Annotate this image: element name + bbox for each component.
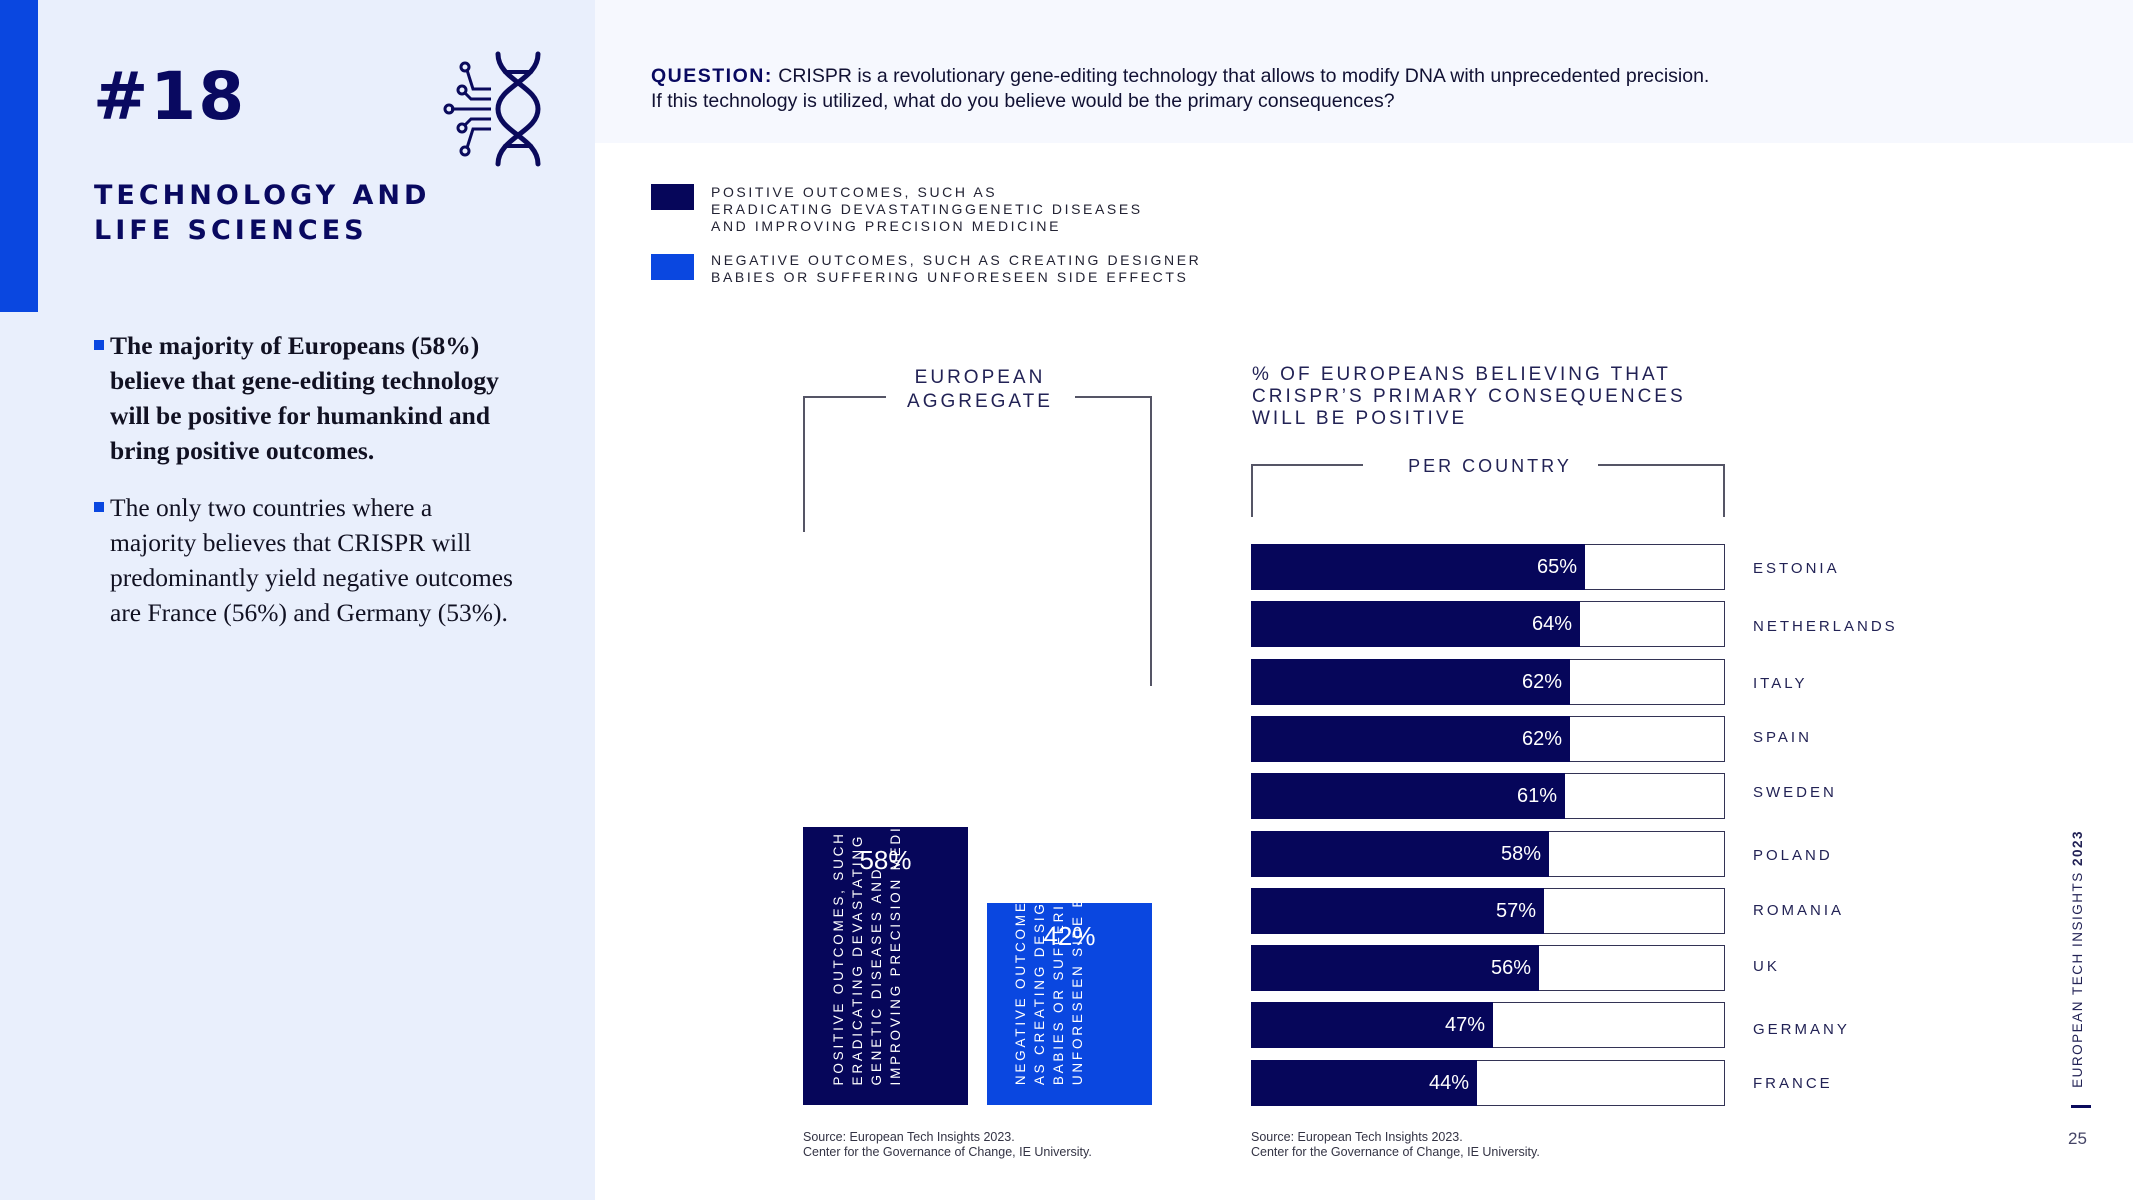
country-bar-fill <box>1251 945 1539 991</box>
bar-value-label: 58% <box>859 845 912 875</box>
bracket-line <box>803 396 886 398</box>
country-label: ESTONIA <box>1753 560 1840 577</box>
bracket-line <box>1251 464 1363 466</box>
legend-label-line: ERADICATING DEVASTATINGGENETIC DISEASES <box>711 201 1143 217</box>
bar-category-label: POSITIVE OUTCOMES, SUCH AS ERADICATING D… <box>831 781 903 1085</box>
source-line: Center for the Governance of Change, IE … <box>1251 1145 1540 1159</box>
bar-negative-outcomes: 42% NEGATIVE OUTCOMES, SUCH AS CREATING … <box>987 826 1152 1105</box>
country-bar-fill <box>1251 888 1544 934</box>
country-label: ROMANIA <box>1753 902 1845 919</box>
finding-bullet: The only two countries where a majority … <box>94 490 514 630</box>
country-title-line: % OF EUROPEANS BELIEVING THAT <box>1252 364 1671 385</box>
country-bar-fill <box>1251 601 1580 647</box>
insight-number: #18 <box>93 58 247 135</box>
country-bar-row: 62% <box>1251 716 1725 762</box>
country-bar-row: 47% <box>1251 1002 1725 1048</box>
country-bar-value: 61% <box>1516 785 1557 807</box>
finding-bullet: The majority of Europeans (58%) believe … <box>94 328 514 468</box>
country-bar-fill <box>1251 716 1570 762</box>
country-bar-row: 44% <box>1251 1060 1725 1106</box>
aggregate-title-line: AGGREGATE <box>907 391 1053 412</box>
country-bar-row: 56% <box>1251 945 1725 991</box>
country-bar-row: 64% <box>1251 601 1725 647</box>
footer-year: 2023 <box>2070 830 2085 867</box>
aggregate-chart-title: EUROPEAN AGGREGATE <box>870 366 1090 414</box>
bar-value-label: 42% <box>1043 921 1096 951</box>
question-text: CRISPR is a revolutionary gene-editing t… <box>778 65 1710 87</box>
country-bar-value: 58% <box>1500 843 1541 865</box>
country-bar-value: 56% <box>1490 957 1531 979</box>
source-line: Source: European Tech Insights 2023. <box>1251 1130 1463 1144</box>
country-bar-value: 65% <box>1536 556 1577 578</box>
bracket-line <box>1723 464 1725 517</box>
survey-question: QUESTION: CRISPR is a revolutionary gene… <box>651 64 1951 114</box>
country-bar-fill <box>1251 773 1565 819</box>
country-label: SWEDEN <box>1753 784 1837 801</box>
footer-tick <box>2071 1105 2091 1108</box>
legend-swatch-negative <box>651 254 694 280</box>
country-bar-row: 57% <box>1251 888 1725 934</box>
country-bar-value: 62% <box>1521 671 1562 693</box>
question-label: QUESTION: <box>651 65 773 87</box>
country-bar-value: 44% <box>1428 1072 1469 1094</box>
chart-source: Source: European Tech Insights 2023. Cen… <box>1251 1130 1540 1160</box>
bar-category-label: NEGATIVE OUTCOMES, SUCH AS CREATING DESI… <box>1013 825 1085 1085</box>
country-label: NETHERLANDS <box>1753 618 1898 635</box>
question-text: If this technology is utilized, what do … <box>651 90 1395 112</box>
legend-label-line: POSITIVE OUTCOMES, SUCH AS <box>711 184 998 200</box>
legend-label-line: NEGATIVE OUTCOMES, SUCH AS CREATING DESI… <box>711 252 1202 268</box>
country-label: ITALY <box>1753 675 1808 692</box>
country-bar-value: 47% <box>1444 1014 1485 1036</box>
country-bar-fill <box>1251 1002 1493 1048</box>
country-bar-value: 57% <box>1495 900 1536 922</box>
source-line: Center for the Governance of Change, IE … <box>803 1145 1092 1159</box>
section-title-line: LIFE SCIENCES <box>94 215 368 246</box>
per-country-subtitle: PER COUNTRY <box>1408 456 1572 476</box>
country-title-line: WILL BE POSITIVE <box>1252 408 1468 429</box>
country-label: GERMANY <box>1753 1021 1850 1038</box>
sidebar-panel <box>0 0 595 1200</box>
footer-text: EUROPEAN TECH INSIGHTS <box>2070 866 2085 1088</box>
bracket-line <box>1075 396 1152 398</box>
country-label: POLAND <box>1753 847 1833 864</box>
country-bar-value: 62% <box>1521 728 1562 750</box>
country-bar-fill <box>1251 831 1549 877</box>
bracket-line <box>1150 396 1152 686</box>
country-bar-fill <box>1251 659 1570 705</box>
accent-bar <box>0 0 38 312</box>
bracket-line <box>1598 464 1725 466</box>
country-bar-value: 64% <box>1531 613 1572 635</box>
section-title-line: TECHNOLOGY AND <box>94 180 431 211</box>
bar-positive-outcomes: 58% POSITIVE OUTCOMES, SUCH AS ERADICATI… <box>803 782 968 1105</box>
country-bar-row: 62% <box>1251 659 1725 705</box>
question-band <box>595 0 2133 143</box>
publication-footer: EUROPEAN TECH INSIGHTS 2023 <box>2070 830 2085 1088</box>
page-number: 25 <box>2068 1129 2087 1148</box>
country-title-line: CRISPR’S PRIMARY CONSEQUENCES <box>1252 386 1686 407</box>
bracket-line <box>803 396 805 532</box>
country-bar-fill <box>1251 544 1585 590</box>
dna-icon <box>443 51 541 167</box>
legend-label-line: BABIES OR SUFFERING UNFORESEEN SIDE EFFE… <box>711 269 1189 285</box>
aggregate-title-line: EUROPEAN <box>914 367 1046 388</box>
country-bar-fill <box>1251 1060 1477 1106</box>
country-chart-title: % OF EUROPEANS BELIEVING THAT CRISPR’S P… <box>1252 364 1712 430</box>
country-bar-row: 61% <box>1251 773 1725 819</box>
country-label: UK <box>1753 958 1780 975</box>
chart-source: Source: European Tech Insights 2023. Cen… <box>803 1130 1092 1160</box>
country-bar-row: 65% <box>1251 544 1725 590</box>
legend-label-line: AND IMPROVING PRECISION MEDICINE <box>711 218 1062 234</box>
key-findings: The majority of Europeans (58%) believe … <box>94 328 514 652</box>
country-label: SPAIN <box>1753 729 1812 746</box>
legend-swatch-positive <box>651 184 694 210</box>
country-bar-row: 58% <box>1251 831 1725 877</box>
source-line: Source: European Tech Insights 2023. <box>803 1130 1015 1144</box>
bracket-line <box>1251 464 1253 517</box>
country-label: FRANCE <box>1753 1075 1833 1092</box>
section-title: TECHNOLOGY AND LIFE SCIENCES <box>94 178 494 248</box>
